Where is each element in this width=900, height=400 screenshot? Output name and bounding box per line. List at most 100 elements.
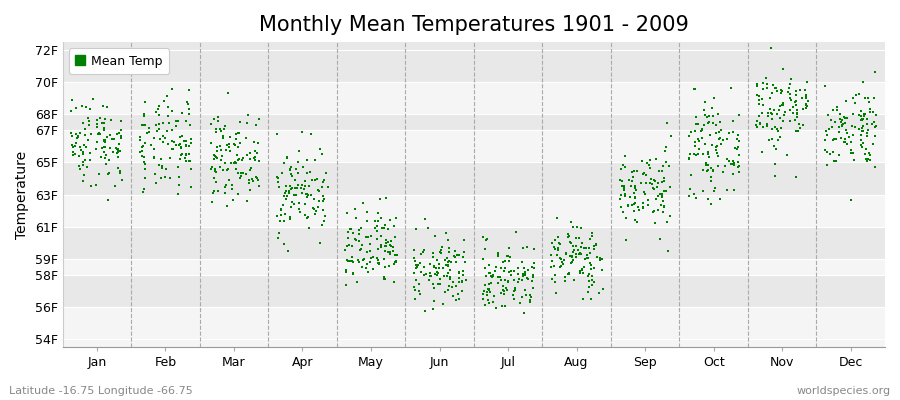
- Point: [282, 190, 296, 196]
- Point: [706, 95, 721, 101]
- Point: [388, 234, 402, 240]
- Point: [303, 169, 318, 175]
- Point: [423, 273, 437, 280]
- Point: [413, 251, 428, 257]
- Point: [655, 167, 670, 174]
- Point: [361, 234, 375, 240]
- Point: [154, 156, 168, 162]
- Point: [209, 126, 223, 132]
- Point: [360, 261, 374, 267]
- Point: [242, 180, 256, 186]
- Point: [770, 126, 784, 132]
- Point: [111, 165, 125, 172]
- Point: [482, 296, 496, 303]
- Point: [372, 261, 386, 267]
- Point: [570, 250, 584, 257]
- Point: [341, 258, 356, 265]
- Point: [310, 176, 324, 183]
- Point: [584, 296, 598, 302]
- Point: [139, 174, 153, 181]
- Point: [208, 168, 222, 174]
- Point: [515, 294, 529, 300]
- Point: [432, 265, 446, 271]
- Point: [427, 263, 441, 269]
- Point: [689, 121, 704, 127]
- Point: [846, 132, 860, 138]
- Point: [681, 154, 696, 161]
- Point: [589, 242, 603, 248]
- Point: [793, 87, 807, 93]
- Point: [582, 260, 597, 266]
- Point: [389, 214, 403, 221]
- Point: [647, 208, 662, 214]
- Point: [503, 253, 517, 260]
- Point: [858, 111, 872, 118]
- Point: [572, 250, 587, 257]
- Point: [652, 236, 667, 242]
- Point: [84, 131, 98, 138]
- Point: [289, 166, 303, 173]
- Point: [305, 204, 320, 211]
- Point: [701, 151, 716, 157]
- Point: [441, 270, 455, 276]
- Point: [422, 277, 436, 284]
- Point: [511, 271, 526, 277]
- Point: [563, 260, 578, 266]
- Point: [80, 164, 94, 171]
- Point: [614, 166, 628, 172]
- Point: [227, 160, 241, 166]
- Point: [820, 112, 834, 118]
- Point: [640, 196, 654, 203]
- Point: [662, 162, 677, 169]
- Point: [78, 132, 93, 138]
- Point: [304, 192, 319, 198]
- Point: [566, 224, 580, 230]
- Point: [279, 183, 293, 189]
- Point: [629, 187, 643, 194]
- Point: [832, 124, 846, 130]
- Point: [220, 90, 235, 97]
- Point: [688, 195, 703, 201]
- Point: [89, 124, 104, 130]
- Point: [78, 126, 93, 133]
- Point: [770, 111, 785, 117]
- Point: [316, 179, 330, 186]
- Point: [712, 129, 726, 135]
- Point: [231, 191, 246, 198]
- Point: [639, 172, 653, 178]
- Point: [518, 310, 532, 316]
- Point: [447, 253, 462, 259]
- Point: [849, 123, 863, 130]
- Point: [645, 185, 660, 192]
- Point: [290, 184, 304, 191]
- Point: [849, 91, 863, 98]
- Point: [688, 113, 703, 120]
- Point: [271, 235, 285, 241]
- Point: [776, 118, 790, 124]
- Point: [703, 132, 717, 138]
- Point: [833, 116, 848, 123]
- Point: [482, 261, 496, 268]
- Point: [518, 270, 532, 276]
- Point: [838, 136, 852, 142]
- Point: [368, 224, 382, 231]
- Point: [284, 173, 299, 179]
- Point: [291, 170, 305, 176]
- Point: [690, 150, 705, 157]
- Point: [283, 166, 297, 173]
- Point: [171, 182, 185, 188]
- Point: [562, 232, 576, 239]
- Point: [820, 149, 834, 156]
- Point: [349, 215, 364, 222]
- Point: [101, 171, 115, 178]
- Point: [584, 261, 598, 268]
- Point: [427, 285, 441, 291]
- Point: [230, 130, 245, 136]
- Point: [438, 257, 453, 263]
- Point: [236, 170, 250, 176]
- Point: [364, 248, 378, 255]
- Point: [218, 123, 232, 130]
- Point: [151, 126, 166, 132]
- Point: [551, 247, 565, 254]
- Point: [700, 149, 715, 155]
